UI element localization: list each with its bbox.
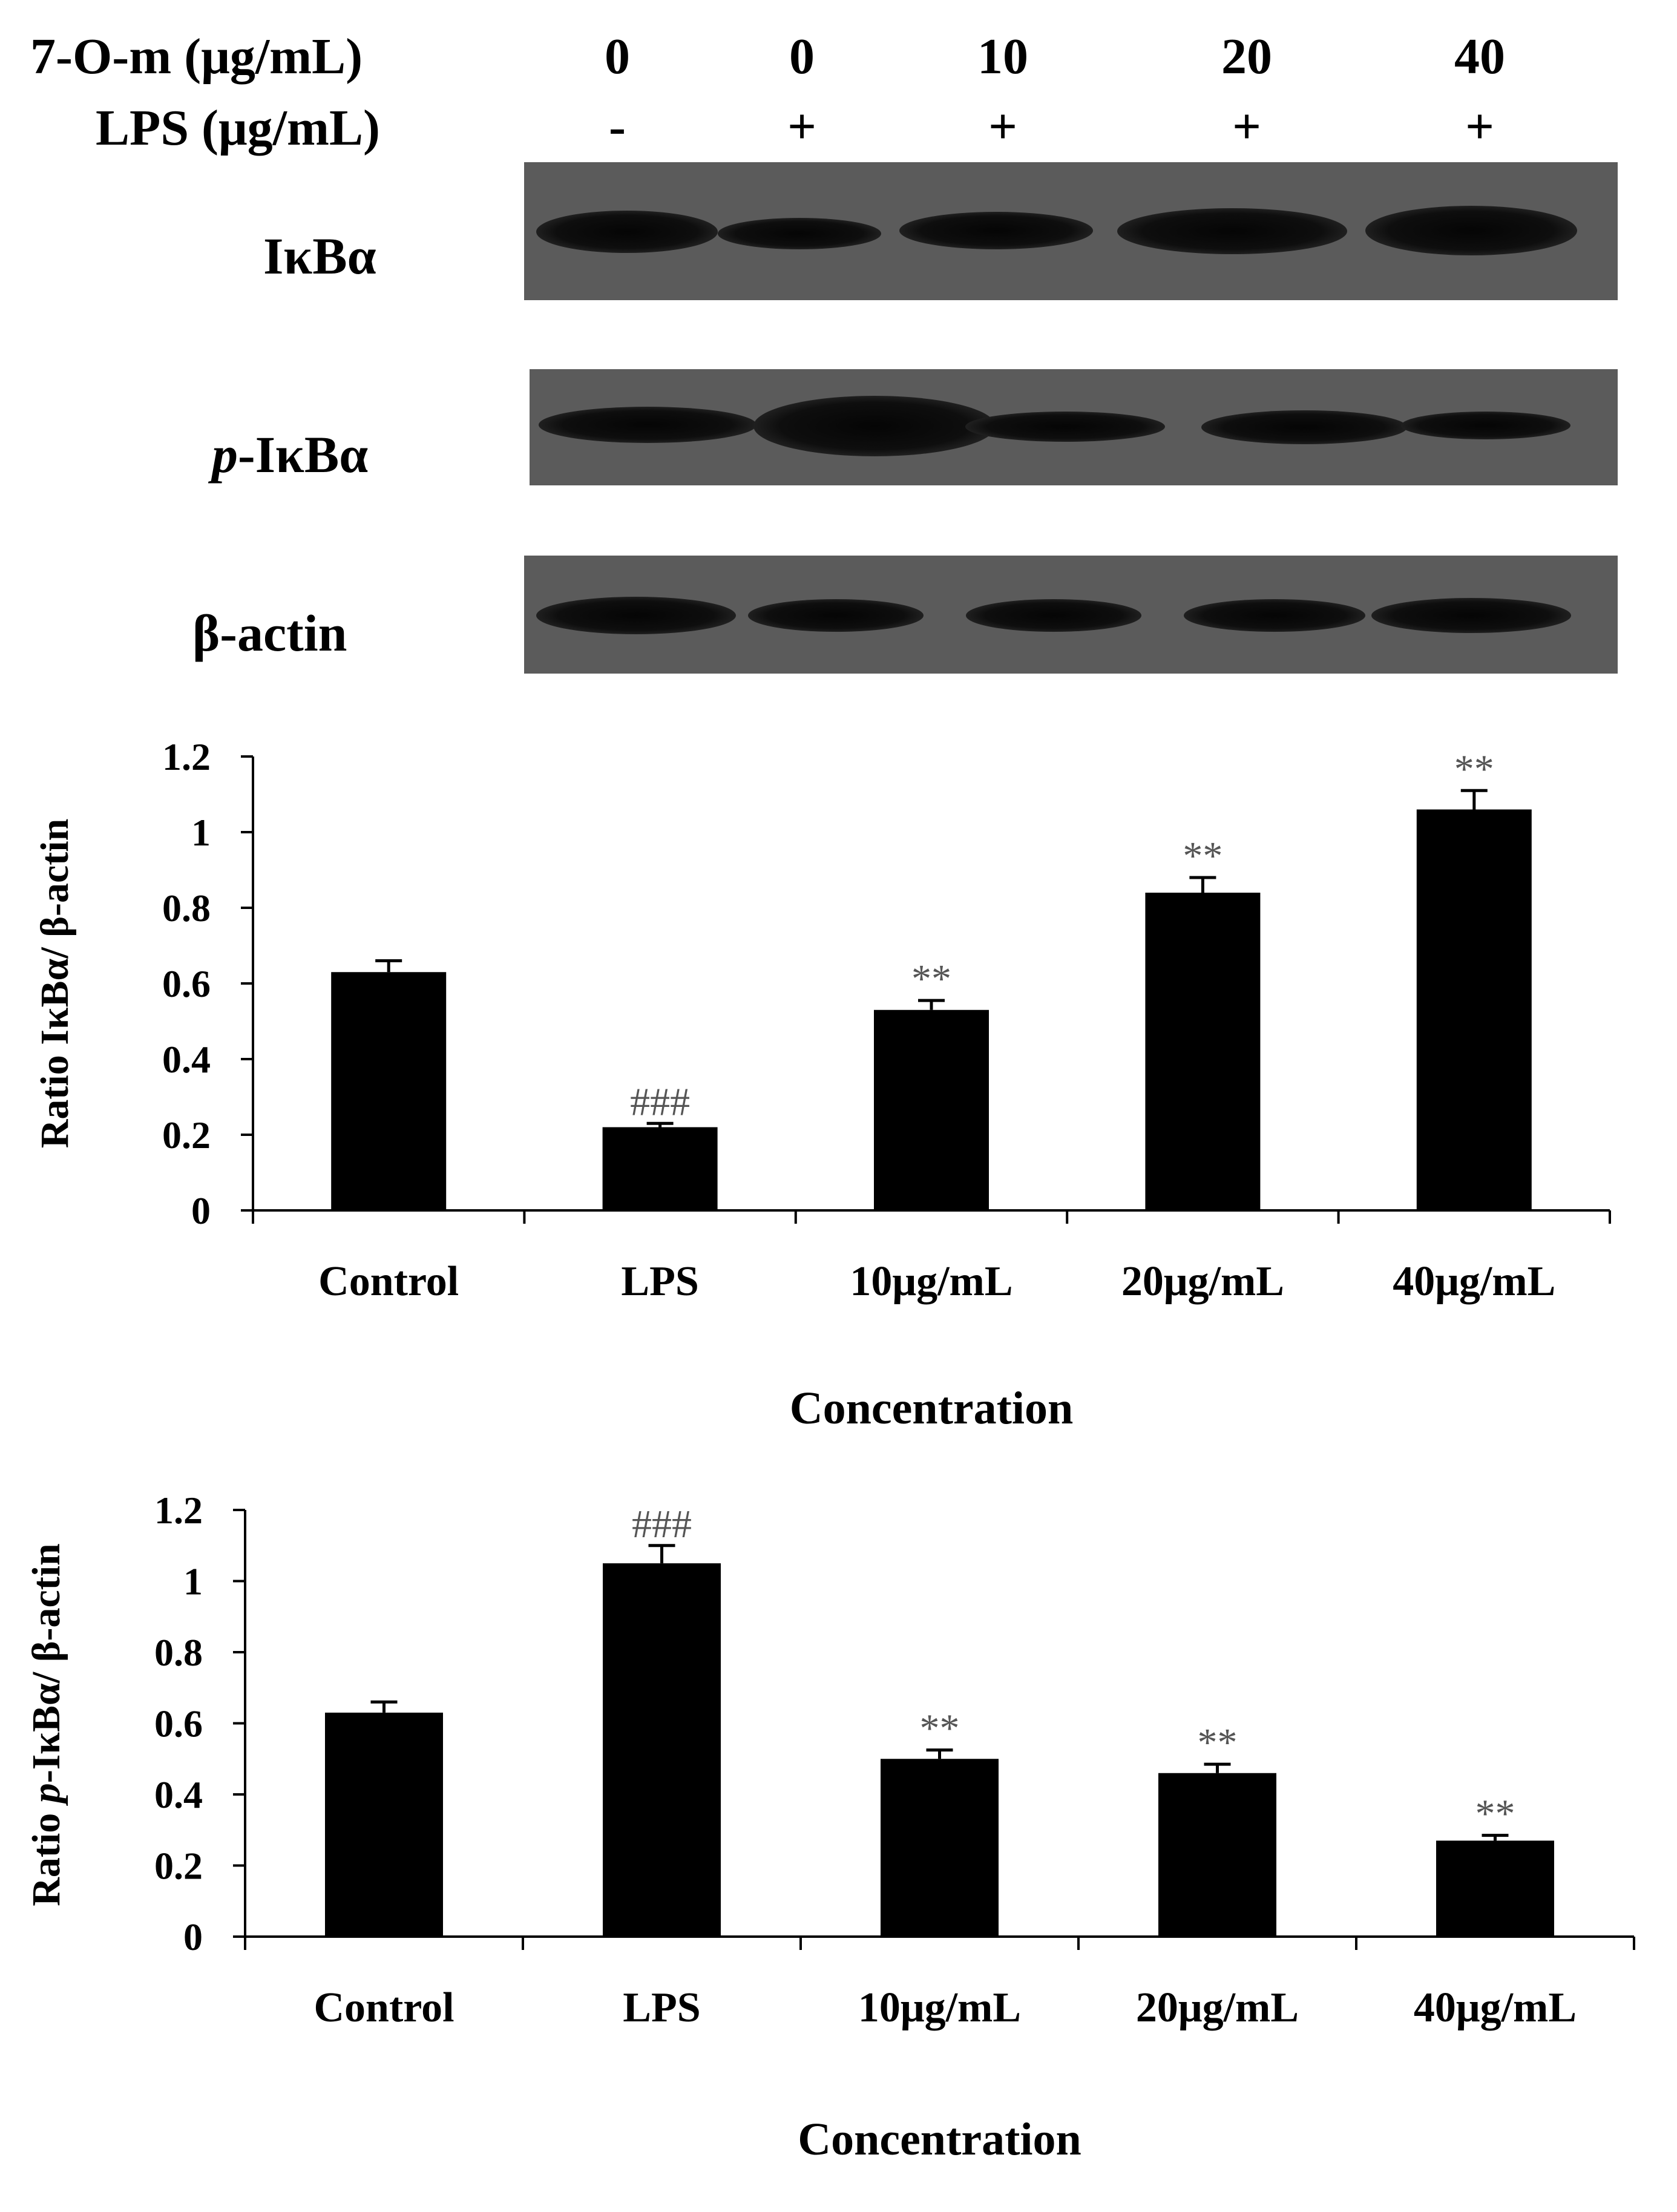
c2-bar (603, 1563, 721, 1937)
blot-beta-actin (524, 556, 1618, 674)
blot-ikba (524, 162, 1618, 300)
c2-category-label: 20μg/mL (1136, 1984, 1299, 2031)
c2-significance-label: ** (920, 1707, 960, 1751)
band (1401, 412, 1570, 439)
c2-y-tick-label: 0 (183, 1915, 203, 1958)
c1-bar (874, 1009, 989, 1210)
c2-category-label: LPS (623, 1984, 700, 2031)
c1-bar (1416, 809, 1532, 1210)
c2-y-axis-title-text: -IκBα/ β-actin (24, 1543, 68, 1783)
row1-label: 7-O-m (μg/mL) (30, 28, 363, 85)
band (1117, 208, 1347, 254)
band (539, 407, 756, 443)
row2-value-40: + (1465, 99, 1494, 155)
c1-y-axis-title-text: Ratio IκBα/ β-actin (33, 819, 77, 1149)
c2-bar (1158, 1773, 1276, 1937)
band (748, 599, 924, 632)
c2-bar (325, 1712, 443, 1937)
c1-y-tick-label: 0.2 (162, 1114, 211, 1157)
c1-y-axis-title: Ratio IκBα/ β-actin (33, 819, 77, 1149)
c1-bar (331, 972, 447, 1210)
c2-y-tick-label: 0.6 (154, 1702, 203, 1745)
band (718, 218, 881, 249)
c1-bar (602, 1127, 718, 1210)
c1-category-label: 10μg/mL (850, 1258, 1012, 1305)
c2-y-tick-label: 0.4 (154, 1773, 203, 1816)
c2-significance-label: ** (1198, 1721, 1238, 1765)
c2-y-tick-label: 0.8 (154, 1631, 203, 1674)
row2-value-20: + (1232, 99, 1261, 155)
band (1371, 598, 1571, 633)
c2-significance-label: ### (632, 1502, 692, 1546)
c1-bar (1145, 893, 1261, 1210)
row1-value-10: 10 (977, 28, 1028, 85)
row1-value-40: 40 (1454, 28, 1505, 85)
blot-p-ikba (530, 369, 1618, 485)
c2-y-tick-label: 1 (183, 1560, 203, 1603)
band (536, 211, 718, 253)
c1-y-tick-label: 0.4 (162, 1038, 211, 1081)
c2-bar (1436, 1840, 1554, 1937)
band (536, 597, 736, 634)
c1-category-label: Control (318, 1258, 459, 1305)
c1-category-label: LPS (621, 1258, 698, 1305)
band (753, 396, 996, 456)
c1-y-tick-label: 1.2 (162, 735, 211, 778)
c1-category-label: 40μg/mL (1393, 1258, 1555, 1305)
row1-value-20: 20 (1221, 28, 1272, 85)
blot-label-p-ikba: p-IκBα (212, 425, 369, 484)
c2-category-label: 40μg/mL (1414, 1984, 1577, 2031)
row1-value-control: 0 (605, 28, 630, 85)
blot-label-ikba: IκBα (263, 227, 376, 285)
row2-value-lps: + (787, 99, 816, 155)
c1-significance-label: ** (911, 957, 951, 1001)
c2-y-tick-label: 0.2 (154, 1845, 203, 1888)
c1-significance-label: ** (1454, 747, 1494, 791)
row2-label: LPS (μg/mL) (96, 100, 380, 156)
c1-y-tick-label: 0.8 (162, 887, 211, 930)
blot-label-beta-actin: β-actin (192, 604, 347, 662)
band (1184, 599, 1365, 632)
c1-y-tick-label: 0 (191, 1189, 211, 1232)
row1-value-lps: 0 (789, 28, 815, 85)
c2-category-label: Control (313, 1984, 454, 2031)
c2-y-axis-title-prefix: Ratio (24, 1803, 68, 1906)
band (965, 412, 1165, 442)
c2-bar (881, 1759, 999, 1937)
c2-significance-label: ** (1475, 1792, 1515, 1836)
row2-value-10: + (988, 99, 1017, 155)
c2-y-axis-title: Ratio p-IκBα/ β-actin (24, 1543, 68, 1906)
c2-category-label: 10μg/mL (858, 1984, 1021, 2031)
band (966, 599, 1141, 632)
c2-x-axis-title: Concentration (798, 2114, 1081, 2165)
band (1365, 206, 1577, 255)
c2-y-axis-title-italic: p (24, 1783, 68, 1806)
c1-y-tick-label: 0.6 (162, 962, 211, 1005)
c1-x-axis-title: Concentration (790, 1383, 1074, 1434)
c1-significance-label: ### (630, 1080, 690, 1124)
c1-y-tick-label: 1 (191, 811, 211, 854)
c2-y-tick-label: 1.2 (154, 1489, 203, 1532)
c1-significance-label: ** (1183, 834, 1222, 878)
band (899, 212, 1093, 249)
band (1201, 410, 1407, 444)
c1-category-label: 20μg/mL (1121, 1258, 1284, 1305)
row2-value-control: - (609, 99, 626, 155)
